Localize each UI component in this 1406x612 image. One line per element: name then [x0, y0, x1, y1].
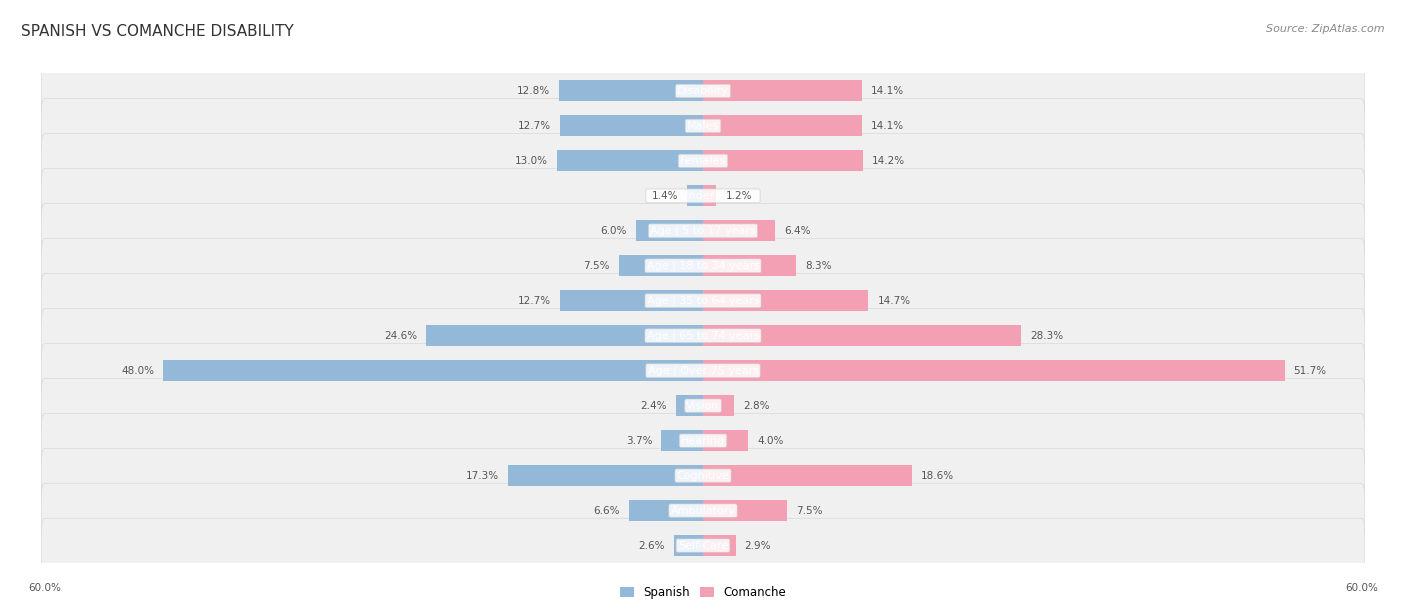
Text: 7.5%: 7.5% [583, 261, 610, 271]
Text: 14.2%: 14.2% [872, 156, 905, 166]
FancyBboxPatch shape [42, 413, 1364, 468]
Bar [703, 290, 869, 312]
FancyBboxPatch shape [42, 204, 1364, 258]
Text: Vision: Vision [686, 401, 720, 411]
Bar [703, 255, 796, 276]
Text: 48.0%: 48.0% [121, 366, 155, 376]
Text: Cognitive: Cognitive [676, 471, 730, 480]
Text: SPANISH VS COMANCHE DISABILITY: SPANISH VS COMANCHE DISABILITY [21, 24, 294, 40]
Text: 28.3%: 28.3% [1031, 330, 1063, 341]
Bar [688, 185, 703, 206]
Bar [661, 430, 703, 451]
Bar [703, 535, 735, 556]
Text: 14.1%: 14.1% [870, 121, 904, 131]
Text: 13.0%: 13.0% [515, 156, 548, 166]
FancyBboxPatch shape [42, 308, 1364, 363]
Text: Ambulatory: Ambulatory [671, 506, 735, 515]
Text: 4.0%: 4.0% [756, 436, 783, 446]
Text: 2.9%: 2.9% [745, 540, 770, 551]
Bar [703, 465, 912, 486]
Text: Disability: Disability [678, 86, 728, 96]
Text: 60.0%: 60.0% [1346, 583, 1378, 592]
FancyBboxPatch shape [42, 239, 1364, 293]
Text: Self-Care: Self-Care [678, 540, 728, 551]
Legend: Spanish, Comanche: Spanish, Comanche [620, 586, 786, 599]
FancyBboxPatch shape [42, 64, 1364, 118]
Text: Hearing: Hearing [681, 436, 725, 446]
FancyBboxPatch shape [42, 168, 1364, 223]
Bar [163, 360, 703, 381]
Bar [703, 116, 862, 136]
FancyBboxPatch shape [42, 99, 1364, 153]
Bar [636, 220, 703, 241]
FancyBboxPatch shape [42, 518, 1364, 573]
Bar [426, 325, 703, 346]
Bar [703, 500, 787, 521]
Text: Females: Females [681, 156, 725, 166]
Text: 18.6%: 18.6% [921, 471, 955, 480]
Text: 14.7%: 14.7% [877, 296, 911, 306]
Bar [673, 535, 703, 556]
Text: Age | 35 to 64 years: Age | 35 to 64 years [647, 296, 759, 306]
Bar [703, 220, 775, 241]
Text: 12.8%: 12.8% [517, 86, 550, 96]
Bar [703, 185, 717, 206]
Text: 2.8%: 2.8% [744, 401, 770, 411]
FancyBboxPatch shape [42, 449, 1364, 503]
Text: 3.7%: 3.7% [626, 436, 652, 446]
Text: 8.3%: 8.3% [806, 261, 832, 271]
Text: 17.3%: 17.3% [467, 471, 499, 480]
Text: 14.1%: 14.1% [870, 86, 904, 96]
FancyBboxPatch shape [42, 274, 1364, 328]
Bar [703, 325, 1021, 346]
Text: Age | 5 to 17 years: Age | 5 to 17 years [650, 226, 756, 236]
Text: 12.7%: 12.7% [517, 121, 551, 131]
Text: Males: Males [688, 121, 718, 131]
Bar [703, 430, 748, 451]
FancyBboxPatch shape [42, 378, 1364, 433]
Text: 2.4%: 2.4% [641, 401, 666, 411]
Bar [676, 395, 703, 416]
Bar [703, 360, 1285, 381]
Bar [560, 116, 703, 136]
Bar [560, 290, 703, 312]
Text: Age | 18 to 34 years: Age | 18 to 34 years [647, 261, 759, 271]
Bar [557, 151, 703, 171]
FancyBboxPatch shape [42, 483, 1364, 538]
Text: 6.4%: 6.4% [785, 226, 810, 236]
Text: 7.5%: 7.5% [796, 506, 823, 515]
Text: 1.2%: 1.2% [725, 191, 752, 201]
Bar [703, 151, 863, 171]
Bar [703, 395, 734, 416]
Bar [560, 80, 703, 102]
Bar [619, 255, 703, 276]
Bar [703, 80, 862, 102]
Text: 2.6%: 2.6% [638, 540, 665, 551]
FancyBboxPatch shape [42, 133, 1364, 188]
Text: 12.7%: 12.7% [517, 296, 551, 306]
Bar [628, 500, 703, 521]
Text: 60.0%: 60.0% [28, 583, 60, 592]
Text: 6.6%: 6.6% [593, 506, 620, 515]
FancyBboxPatch shape [42, 343, 1364, 398]
Bar [509, 465, 703, 486]
Text: 24.6%: 24.6% [384, 330, 418, 341]
Text: 51.7%: 51.7% [1294, 366, 1327, 376]
Text: Age | 65 to 74 years: Age | 65 to 74 years [647, 330, 759, 341]
Text: 1.4%: 1.4% [652, 191, 678, 201]
Text: 6.0%: 6.0% [600, 226, 627, 236]
Text: Age | Over 75 years: Age | Over 75 years [648, 365, 758, 376]
Text: Age | Under 5 years: Age | Under 5 years [648, 190, 758, 201]
Text: Source: ZipAtlas.com: Source: ZipAtlas.com [1267, 24, 1385, 34]
